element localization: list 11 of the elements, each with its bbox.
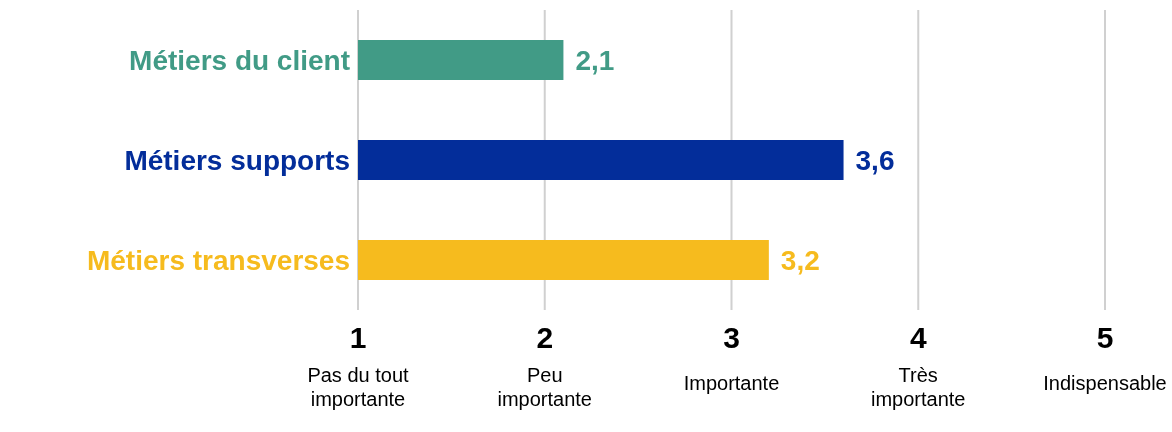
x-tick-label: 4 Très importante <box>871 321 966 410</box>
y-tick-label: Métiers du client <box>129 45 350 76</box>
y-tick-label: Métiers transverses <box>86 245 350 276</box>
x-tick-label: 5 Indispensable <box>1043 321 1167 394</box>
data-label: 3,2 <box>780 245 820 276</box>
x-tick-label: 1 Pas du tout importante <box>307 321 410 410</box>
x-tick-label: 2 Peu importante <box>497 321 592 410</box>
data-label: 2,1 <box>575 45 615 76</box>
x-tick-label: 3 Importante <box>683 321 780 394</box>
data-label: 3,6 <box>855 145 895 176</box>
y-tick-label: Métiers supports <box>124 145 350 176</box>
